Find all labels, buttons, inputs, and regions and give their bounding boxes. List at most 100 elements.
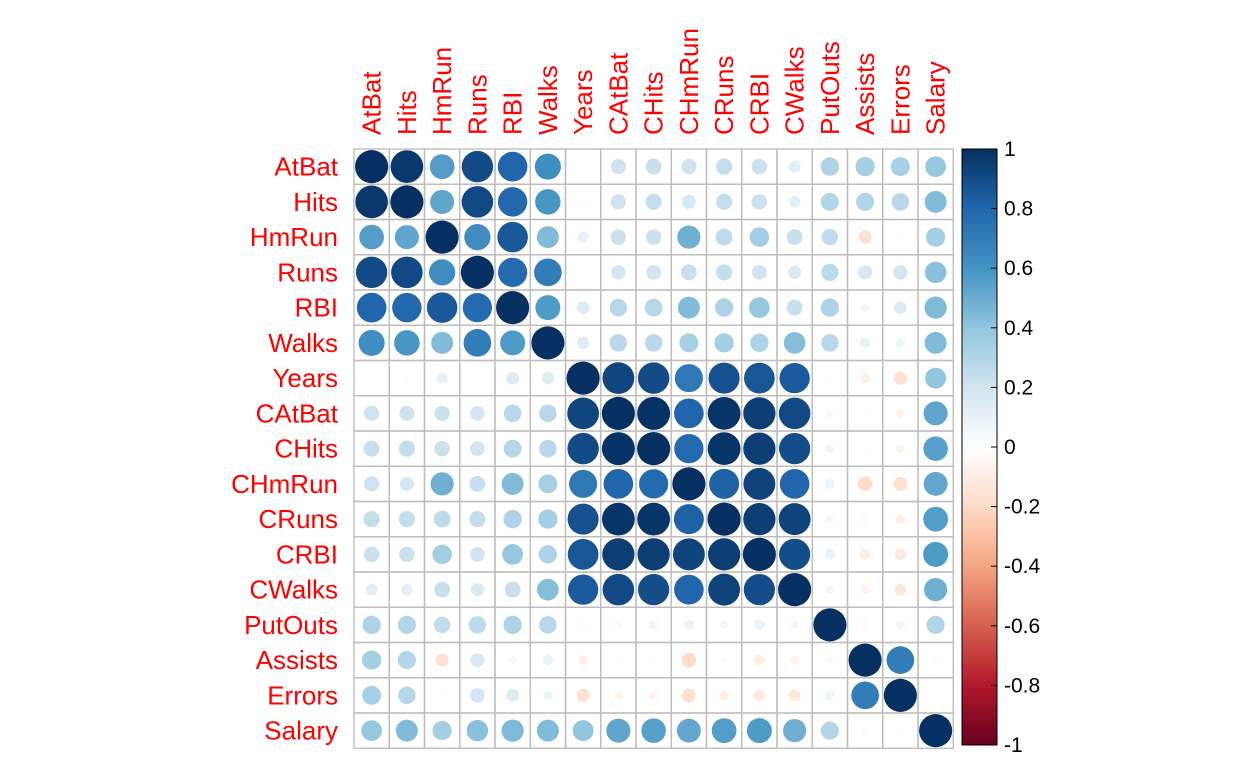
corr-circle-Hits-CHmRun bbox=[681, 194, 696, 209]
corr-circle-CWalks-CRuns bbox=[708, 573, 741, 606]
corr-circle-Runs-CRuns bbox=[716, 264, 733, 281]
corr-circle-Salary-Years bbox=[572, 720, 594, 742]
corr-circle-AtBat-Hits bbox=[390, 150, 424, 183]
row-label-CAtBat: CAtBat bbox=[256, 398, 339, 428]
corr-circle-PutOuts-CRuns bbox=[720, 620, 729, 629]
corr-circle-RBI-Salary bbox=[924, 296, 947, 319]
corr-circle-HmRun-Walks bbox=[536, 226, 559, 249]
corr-circle-RBI-CHmRun bbox=[677, 296, 700, 319]
corr-circle-Salary-RBI bbox=[501, 719, 524, 742]
corr-circle-CRBI-Salary bbox=[923, 541, 949, 567]
corr-circle-CRuns-Walks bbox=[538, 509, 558, 529]
corr-circle-CAtBat-Assists bbox=[863, 411, 867, 416]
corr-circle-Salary-AtBat bbox=[361, 720, 382, 741]
corr-circle-CRBI-Runs bbox=[469, 546, 485, 562]
corr-circle-CRBI-Walks bbox=[538, 545, 558, 564]
corr-circle-PutOuts-AtBat bbox=[362, 615, 381, 635]
corr-circle-CAtBat-CAtBat bbox=[601, 396, 635, 430]
corr-circle-Salary-CHits bbox=[641, 718, 666, 743]
corr-circle-CHmRun-CHits bbox=[638, 469, 669, 499]
corr-circle-CHmRun-Salary bbox=[923, 471, 948, 496]
corr-circle-AtBat-PutOuts bbox=[820, 157, 840, 176]
corr-circle-Years-Years bbox=[566, 361, 600, 395]
corr-circle-Runs-Salary bbox=[924, 261, 947, 284]
corr-circle-Walks-RBI bbox=[500, 330, 526, 356]
corr-circle-CHits-CHmRun bbox=[674, 433, 704, 464]
corr-circle-Hits-CRBI bbox=[751, 194, 768, 210]
corr-circle-CRBI-CHmRun bbox=[672, 538, 705, 571]
corr-circle-CAtBat-Salary bbox=[923, 401, 948, 426]
col-label-Years: Years bbox=[568, 69, 598, 135]
corr-circle-Assists-AtBat bbox=[361, 650, 382, 670]
correlation-grid bbox=[353, 148, 954, 749]
corr-circle-Runs-PutOuts bbox=[821, 263, 839, 281]
corr-circle-PutOuts-CRBI bbox=[754, 619, 765, 631]
corr-circle-Assists-CHmRun bbox=[681, 652, 697, 668]
corr-circle-PutOuts-RBI bbox=[503, 615, 522, 635]
col-label-Runs: Runs bbox=[462, 74, 492, 135]
corr-circle-CRuns-Errors bbox=[895, 514, 906, 525]
corr-circle-CRBI-CAtBat bbox=[602, 538, 635, 571]
corr-circle-Years-RBI bbox=[506, 371, 520, 385]
corr-circle-AtBat-CWalks bbox=[788, 160, 801, 173]
corr-circle-CRuns-CHits bbox=[637, 502, 671, 536]
corr-circle-CRBI-Assists bbox=[859, 549, 871, 560]
corr-circle-CWalks-Walks bbox=[537, 578, 559, 601]
corr-circle-HmRun-CRBI bbox=[749, 227, 770, 247]
corr-circle-CWalks-HmRun bbox=[434, 581, 451, 598]
colorbar-tick-label: -0.6 bbox=[1004, 615, 1040, 638]
corr-circle-Assists-Assists bbox=[848, 643, 882, 677]
corr-circle-HmRun-Errors bbox=[898, 235, 903, 239]
corr-circle-CRuns-Salary bbox=[923, 506, 949, 532]
corr-circle-CHmRun-PutOuts bbox=[824, 478, 835, 489]
row-label-HmRun: HmRun bbox=[250, 222, 338, 252]
corr-circle-CHits-CAtBat bbox=[601, 432, 635, 466]
corr-circle-Errors-CHits bbox=[649, 690, 659, 700]
corr-circle-CRBI-CRuns bbox=[707, 538, 741, 571]
corr-circle-PutOuts-Years bbox=[580, 622, 586, 628]
corr-circle-CRuns-HmRun bbox=[433, 510, 451, 528]
corr-circle-CAtBat-Runs bbox=[470, 406, 485, 421]
corr-circle-CAtBat-PutOuts bbox=[826, 409, 834, 418]
corr-circle-CWalks-CAtBat bbox=[602, 573, 635, 606]
corr-circle-Runs-CHits bbox=[646, 264, 662, 280]
corr-circle-CAtBat-RBI bbox=[503, 404, 522, 423]
col-label-AtBat: AtBat bbox=[357, 71, 387, 135]
col-label-Errors: Errors bbox=[885, 64, 915, 135]
corr-circle-CWalks-Hits bbox=[401, 583, 413, 596]
corr-circle-CHmRun-Years bbox=[569, 469, 598, 498]
row-label-Walks: Walks bbox=[268, 328, 338, 358]
corr-circle-Salary-CRuns bbox=[711, 718, 737, 744]
corr-circle-CWalks-PutOuts bbox=[825, 585, 834, 594]
corr-circle-Errors-AtBat bbox=[362, 685, 382, 705]
corr-circle-Walks-Errors bbox=[895, 338, 906, 348]
corr-circle-HmRun-CHmRun bbox=[677, 225, 701, 249]
corr-circle-Errors-Hits bbox=[398, 686, 416, 705]
corr-circle-AtBat-Salary bbox=[925, 156, 946, 177]
row-label-RBI: RBI bbox=[295, 293, 338, 323]
corr-circle-CRBI-CRBI bbox=[742, 537, 776, 571]
corr-circle-Assists-Years bbox=[578, 655, 589, 666]
corr-circle-Walks-Assists bbox=[859, 337, 871, 349]
corr-circle-AtBat-CRuns bbox=[716, 158, 733, 175]
corr-circle-CAtBat-Years bbox=[567, 397, 600, 430]
corr-circle-CWalks-CWalks bbox=[778, 573, 812, 607]
corr-circle-Salary-Assists bbox=[862, 727, 868, 734]
corr-circle-PutOuts-CWalks bbox=[790, 620, 799, 629]
col-label-CWalks: CWalks bbox=[780, 46, 810, 135]
col-label-RBI: RBI bbox=[498, 92, 528, 135]
corr-circle-HmRun-CHits bbox=[645, 229, 662, 245]
corr-circle-Walks-CAtBat bbox=[609, 334, 628, 352]
corr-circle-Errors-CRBI bbox=[753, 689, 766, 702]
corr-circle-CAtBat-CWalks bbox=[778, 397, 811, 430]
corr-circle-HmRun-AtBat bbox=[359, 224, 385, 250]
corr-circle-RBI-Assists bbox=[861, 303, 870, 312]
corr-circle-Years-CWalks bbox=[779, 362, 810, 394]
corr-circle-Years-Salary bbox=[925, 367, 947, 389]
corr-circle-RBI-Walks bbox=[535, 295, 561, 321]
grid-cell bbox=[917, 712, 954, 749]
corr-circle-Walks-PutOuts bbox=[821, 334, 839, 352]
corr-circle-RBI-AtBat bbox=[356, 292, 387, 323]
row-label-Years: Years bbox=[272, 363, 338, 393]
corr-circle-Walks-CRuns bbox=[714, 333, 734, 353]
